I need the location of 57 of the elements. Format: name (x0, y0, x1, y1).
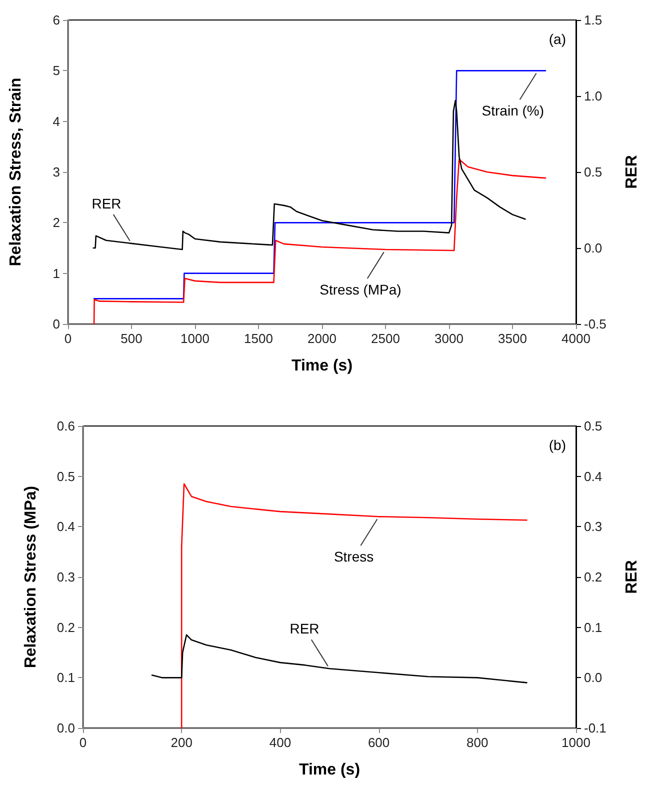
y-axis-title: Relaxation Stress, Strain (8, 78, 24, 266)
y-tick-label: 4 (52, 114, 60, 129)
line-series (93, 158, 546, 325)
annotation: (b) (548, 437, 566, 453)
annotation: Stress (MPa) (320, 282, 402, 298)
y-tick-label: 6 (52, 12, 60, 28)
x-tick-label: 0 (79, 735, 87, 750)
y-tick-label: 0.5 (56, 468, 75, 484)
y2-axis-title: RER (624, 560, 640, 594)
y2-tick-label: 0.0 (584, 240, 602, 256)
x-tick-label: 4000 (562, 331, 590, 346)
y2-tick-label: 1.0 (584, 88, 602, 104)
y2-tick-label: -0.1 (584, 720, 606, 736)
y-tick-label: 0.3 (56, 570, 75, 584)
y-tick-label: 3 (52, 164, 60, 180)
x-tick-label: 2000 (308, 331, 336, 346)
x-axis-title: Time (s) (298, 762, 360, 778)
x-tick-label: 800 (466, 735, 488, 750)
annotation: Strain (%) (482, 102, 544, 119)
y-tick-label: 0.4 (56, 519, 75, 534)
x-tick-label: 600 (368, 735, 390, 750)
x-axis-title: Time (s) (291, 358, 353, 374)
x-tick-label: 200 (170, 735, 192, 750)
y2-tick-label: -0.5 (584, 316, 606, 332)
y2-tick-label: 0.5 (584, 418, 602, 434)
annotation: Stress (334, 548, 374, 565)
y2-tick-label: 1.5 (584, 12, 602, 28)
y2-axis-title: RER (624, 154, 640, 189)
y-tick-label: 0.6 (56, 418, 75, 434)
x-tick-label: 2500 (371, 331, 400, 346)
y-tick-label: 2 (52, 215, 60, 230)
x-tick-label: 1500 (244, 331, 273, 346)
annotation: RER (92, 195, 122, 212)
y2-tick-label: 0.0 (584, 670, 602, 686)
x-tick-label: 1000 (562, 735, 590, 750)
y-tick-label: 0.2 (56, 620, 75, 635)
y2-tick-label: 0.3 (584, 519, 602, 534)
x-tick-label: 400 (269, 735, 292, 750)
y2-tick-label: 0.1 (584, 620, 602, 635)
y2-tick-label: 0.5 (584, 164, 602, 180)
x-tick-label: 1000 (180, 331, 210, 346)
y-axis-title: Relaxation Stress (MPa) (22, 486, 40, 668)
y-tick-label: 1 (52, 266, 60, 281)
y-tick-label: 0 (52, 316, 60, 332)
x-tick-label: 500 (120, 331, 142, 346)
x-tick-label: 3500 (498, 331, 527, 346)
annotation: RER (290, 620, 320, 637)
x-tick-label: 3000 (434, 331, 464, 346)
y-tick-label: 0.0 (56, 720, 75, 736)
line-series (93, 70, 546, 300)
annotation: (a) (548, 31, 566, 47)
line-series (180, 483, 528, 729)
y2-tick-label: 0.4 (584, 468, 602, 484)
y-tick-label: 5 (52, 63, 60, 78)
y-tick-label: 0.1 (56, 670, 75, 686)
line-series (151, 634, 528, 684)
y2-tick-label: 0.2 (584, 570, 602, 584)
